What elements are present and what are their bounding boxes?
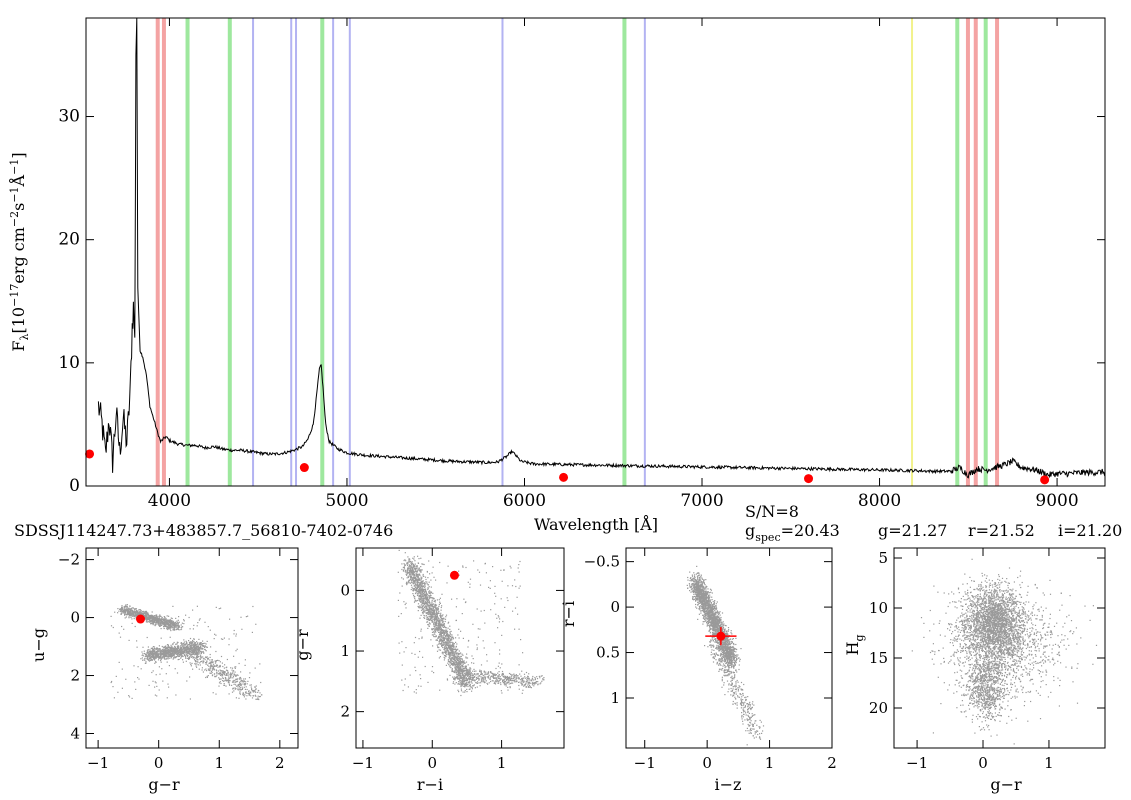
gspec-sub: spec	[755, 531, 780, 544]
cc1-ytick-label: 2	[70, 667, 80, 685]
spectrum-ytick-label: 0	[69, 476, 80, 496]
cc1-ylabel: u−g	[29, 628, 48, 662]
spectrum-panel: 4000 5000 6000 7000 8000 9000 0 10 20 30	[58, 17, 1106, 511]
cc1-point-cloud	[110, 604, 263, 701]
rpm-xtick-label: 1	[1044, 754, 1054, 772]
cc2-ytick-label: 0	[340, 581, 350, 599]
cc3-xtick-label: 2	[827, 754, 837, 772]
spectrum-xtick-label: 7000	[680, 491, 723, 511]
spectrum-xtick-label: 5000	[325, 491, 368, 511]
spectrum-ytick-label: 10	[58, 353, 80, 373]
rpm-ytick-label: 15	[869, 649, 888, 667]
spectrum-xtick-label: 4000	[148, 491, 191, 511]
rpm-ylabel: Hg	[843, 635, 866, 656]
cc3-xtick-label: 1	[765, 754, 775, 772]
rpm-xtick-label: 0	[978, 754, 988, 772]
cc1-ytick-label: 4	[70, 725, 80, 743]
spectrum-xtick-label: 9000	[1035, 491, 1078, 511]
cc2-point-cloud	[397, 549, 545, 697]
cc2-target-point	[449, 570, 459, 580]
spectrum-ylabel: Fλ[10−17erg cm−2s−1Å−1]	[8, 152, 31, 351]
cc1-xlabel: g−r	[148, 775, 180, 794]
cc3-ytick-label: −0.5	[584, 553, 620, 571]
object-id-label: SDSSJ114247.73+483857.7_56810-7402-0746	[14, 521, 393, 540]
rpm-point-cloud	[911, 558, 1098, 745]
rpm-ytick-label: 10	[869, 599, 888, 617]
color-color-panel-gr-ri: −1 0 1 0 1 2	[340, 547, 565, 772]
photometry-point	[1040, 475, 1050, 485]
cc1-xtick-label: −1	[87, 754, 109, 772]
gspec-value: =20.43	[781, 521, 840, 540]
spectrum-ytick-label: 20	[58, 230, 80, 250]
rpm-frame	[893, 547, 1106, 749]
cc2-ytick-label: 2	[340, 703, 350, 721]
r-mag-label: r=21.52	[968, 521, 1035, 540]
spectrum-xtick-label: 6000	[503, 491, 546, 511]
spectrum-xtick-label: 8000	[858, 491, 901, 511]
cc1-target-point	[136, 614, 146, 624]
cc3-xtick-label: −1	[634, 754, 656, 772]
cc2-ytick-label: 1	[340, 642, 350, 660]
cc1-ytick-label: −2	[58, 551, 80, 569]
spectrum-xlabel: Wavelength [Å]	[534, 514, 658, 534]
cc3-xtick-label: 0	[702, 754, 712, 772]
rpm-xlabel: g−r	[990, 775, 1022, 794]
cc2-ylabel: g−r	[293, 629, 312, 661]
cc3-target-point	[716, 631, 726, 641]
cc2-xtick-label: −1	[352, 754, 374, 772]
photometry-point	[85, 449, 95, 459]
cc3-ytick-label: 0.5	[596, 644, 620, 662]
cc1-xtick-label: 0	[154, 754, 164, 772]
cc3-ylabel: r−i	[559, 601, 578, 627]
photometry-point	[559, 472, 569, 482]
cc1-ytick-label: 0	[70, 609, 80, 627]
cc2-xtick-label: 0	[427, 754, 437, 772]
cc3-ytick-label: 1	[610, 689, 620, 707]
color-color-panel-ug-gr: −1 0 1 2 −2 0 2 4	[58, 547, 299, 772]
cc3-frame	[625, 547, 833, 749]
color-color-panel-ri-iz: −1 0 1 2 −0.5 0 0.5 1	[584, 547, 837, 772]
cc1-xtick-label: 1	[214, 754, 224, 772]
sn-label: S/N=8	[745, 502, 799, 521]
rpm-ytick-label: 5	[878, 549, 888, 567]
spectrum-line	[97, 18, 1106, 479]
rpm-xtick-label: −1	[906, 754, 928, 772]
spectrum-frame	[85, 17, 1106, 487]
gspec-label: gspec=20.43	[745, 521, 840, 544]
cc1-frame	[85, 547, 299, 749]
rpm-ytick-label: 20	[869, 699, 888, 717]
cc1-xtick-label: 2	[275, 754, 285, 772]
gspec-base: g	[745, 521, 755, 540]
cc2-xtick-label: 1	[497, 754, 507, 772]
cc2-frame	[355, 547, 565, 749]
cc3-ytick-label: 0	[610, 598, 620, 616]
cc2-xlabel: r−i	[417, 775, 443, 794]
cc3-xlabel: i−z	[715, 775, 742, 794]
photometry-point	[299, 463, 309, 473]
cc3-point-cloud	[686, 565, 765, 746]
i-mag-label: i=21.20	[1058, 521, 1122, 540]
spectrum-ytick-label: 30	[58, 107, 80, 127]
photometry-point	[804, 474, 814, 484]
g-mag-label: g=21.27	[878, 521, 947, 540]
